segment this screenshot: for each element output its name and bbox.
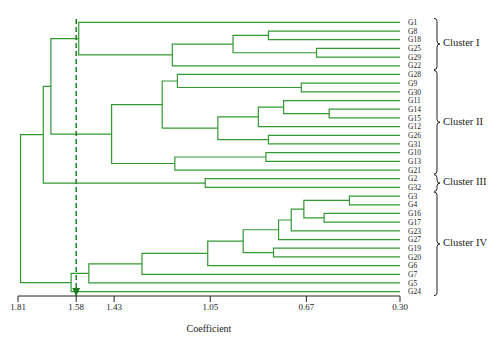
svg-text:G19: G19 [408,244,421,253]
svg-text:G27: G27 [408,235,421,244]
svg-text:Cluster I: Cluster I [443,37,480,48]
svg-text:G12: G12 [408,122,421,131]
svg-text:G3: G3 [408,192,417,201]
svg-text:G9: G9 [408,79,417,88]
svg-text:0.67: 0.67 [299,302,315,312]
svg-text:G4: G4 [408,200,417,209]
svg-text:G20: G20 [408,253,421,262]
svg-text:G25: G25 [408,44,421,53]
svg-text:G5: G5 [408,279,417,288]
svg-text:G13: G13 [408,157,421,166]
svg-text:G16: G16 [408,209,421,218]
svg-text:1.05: 1.05 [202,302,218,312]
svg-text:G26: G26 [408,131,421,140]
svg-text:G29: G29 [408,53,421,62]
svg-text:G1: G1 [408,18,417,27]
svg-text:G10: G10 [408,148,421,157]
svg-text:G8: G8 [408,27,417,36]
svg-text:G22: G22 [408,61,421,70]
svg-text:G6: G6 [408,261,417,270]
svg-text:G7: G7 [408,270,417,279]
svg-text:G32: G32 [408,183,421,192]
svg-text:G23: G23 [408,227,421,236]
svg-text:Cluster IV: Cluster IV [443,237,487,248]
svg-text:0.30: 0.30 [392,302,408,312]
svg-text:G14: G14 [408,105,421,114]
svg-text:1.81: 1.81 [10,302,26,312]
svg-text:G11: G11 [408,96,421,105]
svg-text:G21: G21 [408,166,421,175]
svg-text:Cluster III: Cluster III [443,176,487,187]
svg-text:1.43: 1.43 [106,302,122,312]
svg-text:G2: G2 [408,174,417,183]
svg-text:G15: G15 [408,114,421,123]
svg-text:G31: G31 [408,140,421,149]
svg-text:G28: G28 [408,70,421,79]
svg-text:G18: G18 [408,35,421,44]
svg-text:G30: G30 [408,88,421,97]
svg-text:G24: G24 [408,287,421,296]
svg-text:1.58: 1.58 [68,302,84,312]
svg-text:Cluster II: Cluster II [443,116,483,127]
svg-text:Coefficient: Coefficient [187,323,232,334]
svg-text:G17: G17 [408,218,421,227]
